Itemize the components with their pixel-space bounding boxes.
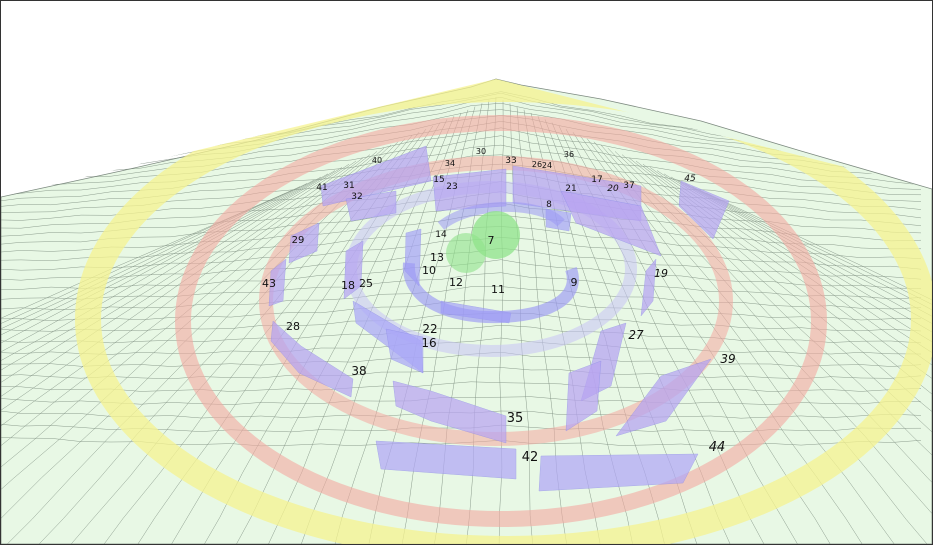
node-label-22: 22 (422, 322, 437, 336)
panel-39 (615, 358, 712, 437)
node-label-21: 21 (565, 184, 576, 194)
panel-43 (268, 258, 287, 307)
node-label-10: 10 (422, 264, 436, 277)
panel-45 (678, 180, 730, 240)
red-ring-outer (175, 115, 827, 527)
panel-29 (288, 222, 320, 264)
panel-35 (392, 380, 507, 444)
node-label-31: 31 (343, 181, 354, 191)
node-label-7: 7 (488, 234, 495, 247)
node-label-39: 39 (720, 352, 735, 366)
node-label-16: 16 (421, 336, 436, 350)
center-green-circle-2 (446, 233, 486, 273)
node-label-11: 11 (491, 283, 505, 296)
inner-blue-arc-top (437, 201, 565, 231)
node-label-20: 20 (607, 184, 619, 194)
panel-right-mid (565, 360, 602, 432)
node-label-12: 12 (449, 276, 463, 289)
panel-18 (343, 240, 364, 300)
node-label-37: 37 (623, 181, 634, 191)
node-label-42: 42 (522, 450, 539, 465)
panel-42 (375, 440, 517, 480)
node-label-40: 40 (372, 156, 382, 165)
node-label-24: 24 (542, 161, 552, 170)
node-labels: 7 8 9 10 11 12 13 14 15 16 17 18 19 20 21 22 23 24 25 26 27 2… (262, 147, 736, 465)
node-label-23: 23 (446, 182, 457, 192)
node-label-25: 25 (359, 277, 373, 290)
node-label-44: 44 (709, 440, 726, 455)
panel-44 (538, 453, 699, 492)
panel-right-upper (560, 190, 662, 257)
node-label-33: 33 (505, 156, 516, 166)
node-label-26: 26 (532, 160, 542, 169)
node-label-9: 9 (571, 276, 578, 289)
node-label-35: 35 (507, 411, 524, 426)
panel-28 (270, 320, 354, 398)
wall-panels (268, 145, 730, 492)
panel-22 (385, 328, 424, 374)
node-label-13: 13 (430, 251, 444, 264)
panel-19 (640, 258, 657, 317)
node-label-18: 18 (341, 279, 355, 292)
node-label-38: 38 (351, 364, 366, 378)
node-label-28: 28 (286, 320, 300, 333)
node-label-30: 30 (476, 147, 486, 156)
node-label-43: 43 (262, 277, 276, 290)
node-label-14: 14 (435, 230, 447, 240)
outer-yellow-ring (75, 79, 932, 544)
node-label-41: 41 (316, 183, 327, 193)
node-label-29: 29 (292, 235, 305, 246)
node-label-34: 34 (445, 159, 455, 168)
node-label-32: 32 (351, 192, 362, 202)
node-label-17: 17 (591, 175, 602, 185)
node-label-36: 36 (564, 150, 574, 159)
node-label-45: 45 (684, 174, 696, 184)
node-label-15: 15 (433, 175, 444, 185)
inner-blue-arc (402, 262, 579, 324)
node-label-8: 8 (546, 200, 552, 210)
node-label-27: 27 (628, 328, 644, 342)
node-label-19: 19 (654, 267, 668, 280)
panel-32 (345, 190, 397, 222)
panel-40 (320, 145, 432, 207)
